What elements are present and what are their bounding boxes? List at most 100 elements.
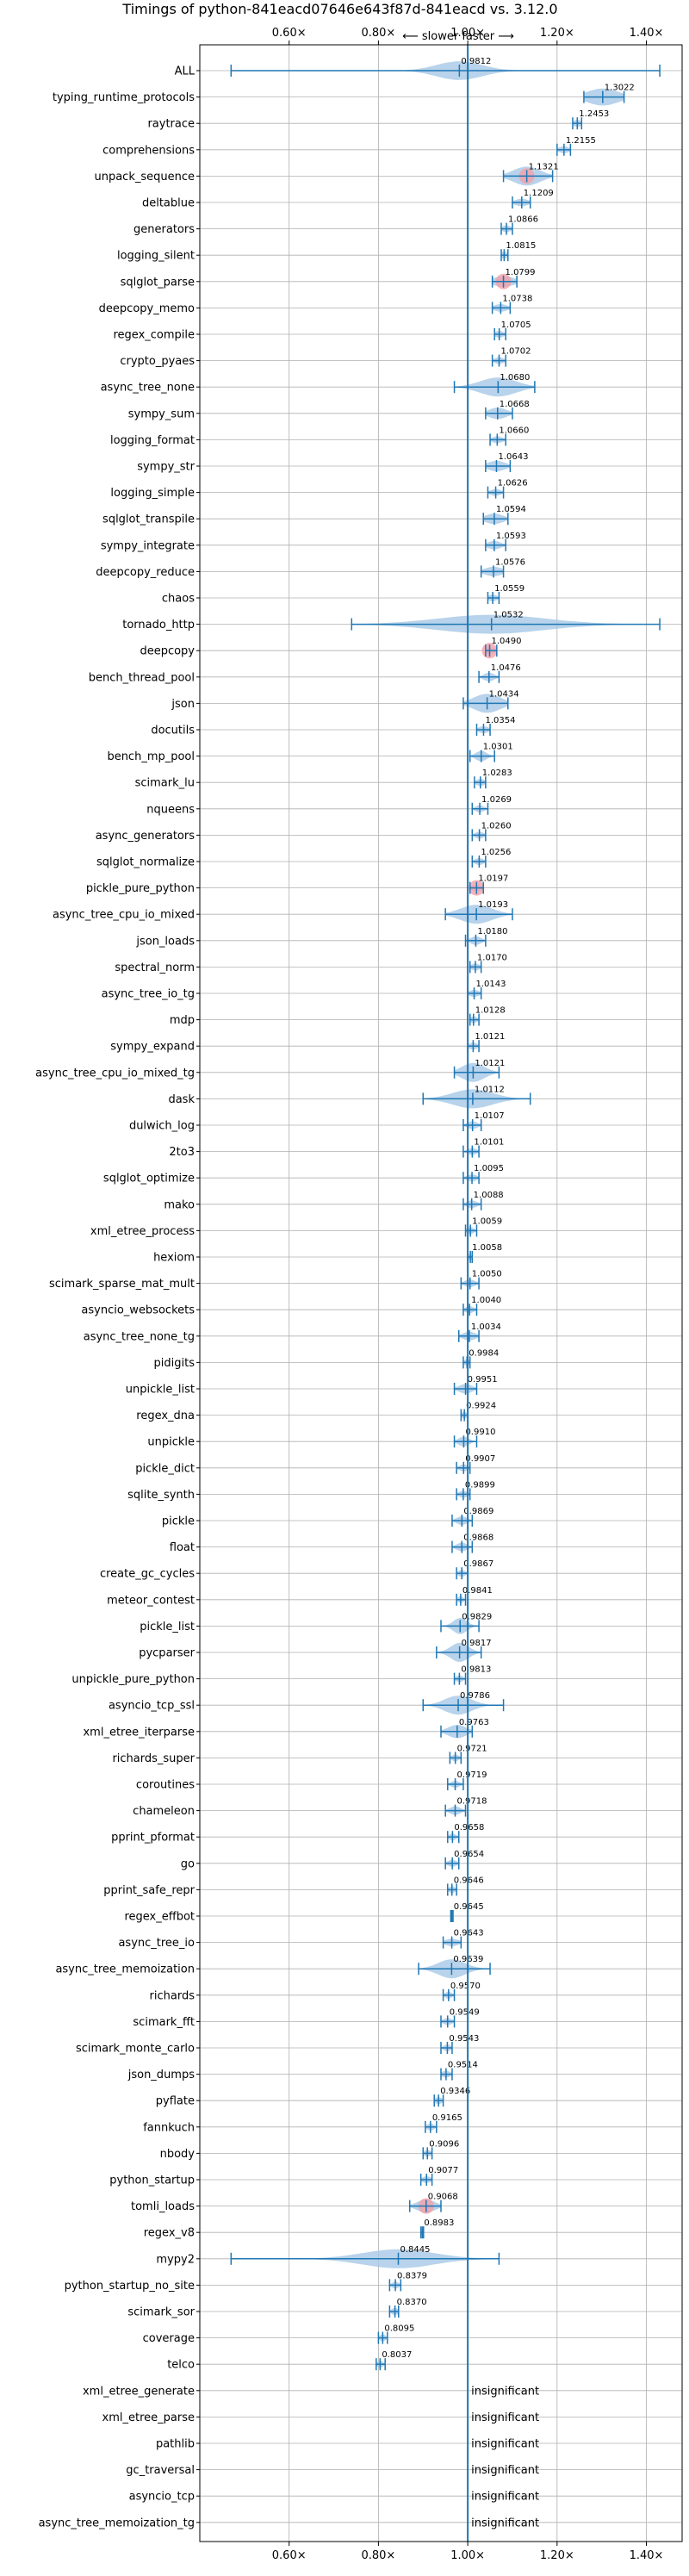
value-label: 1.0107 [475,1111,505,1121]
value-label: 0.9719 [457,1770,487,1780]
value-label: 0.9817 [462,1639,492,1648]
category-label: chameleon [133,1805,195,1818]
value-label: 1.0058 [472,1243,502,1253]
value-label: 0.9645 [454,1902,484,1912]
category-label: async_tree_none [101,382,195,395]
chart-title: Timings of python-841eacd07646e643f87d-8… [121,1,557,17]
violin-docutils: 1.0354 [475,716,515,736]
violin-sqlite_synth: 0.9899 [456,1480,495,1501]
value-label: 1.0256 [481,848,511,857]
value-label: 0.9346 [440,2087,470,2096]
category-label: json_loads [135,935,195,948]
category-label: mypy2 [156,2253,195,2266]
category-label: pycparser [139,1647,195,1660]
value-label: 0.9899 [465,1480,495,1490]
value-label: 0.9910 [465,1428,495,1437]
violin-deepcopy_reduce: 1.0576 [480,557,525,578]
violin-pycparser: 0.9817 [436,1639,492,1662]
violin-coverage: 0.8095 [377,2324,414,2344]
category-label: docutils [151,725,195,737]
violin-pickle_dict: 0.9907 [456,1454,495,1474]
tick-label-bottom: 0.60× [272,2549,307,2562]
violin-json_loads: 1.0180 [464,927,507,947]
violin-async_tree_cpu_io_mixed_tg: 1.0121 [453,1059,505,1082]
category-label: nbody [160,2148,196,2161]
category-label: pprint_safe_repr [103,1884,195,1897]
value-label: 1.0040 [471,1296,501,1305]
violin-logging_format: 1.0660 [489,426,529,446]
category-label: regex_compile [113,329,195,342]
violin-mako: 1.0088 [462,1191,504,1210]
value-label: 0.9077 [428,2166,458,2175]
value-label: 1.0660 [499,426,529,435]
violin-ALL: 0.9812 [230,57,661,80]
category-label: regex_v8 [144,2227,195,2240]
violin-scimark_monte_carlo: 0.9543 [440,2034,479,2054]
category-label: pickle_list [140,1621,195,1633]
category-label: sqlglot_transpile [102,513,195,526]
value-label: 0.9165 [432,2113,462,2123]
category-label: json [171,698,195,711]
violin-mdp: 1.0128 [469,1006,506,1026]
violin-meteor_contest: 0.9841 [456,1586,493,1606]
violin-sqlglot_transpile: 1.0594 [482,505,526,526]
value-label: 1.0738 [502,294,532,303]
value-label: 1.0301 [483,743,513,752]
category-label: scimark_lu [135,777,195,790]
violin-chaos: 1.0559 [487,584,525,604]
value-label: 1.0593 [496,532,526,541]
value-label: 0.9868 [463,1534,493,1543]
tick-label-top: 1.40× [630,27,664,40]
violin-tornado_http: 1.0532 [351,611,661,634]
category-label: tomli_loads [131,2200,195,2213]
insignificant-label: insignificant [471,2411,539,2424]
violin-regex_compile: 1.0705 [493,320,531,340]
value-label: 1.0193 [478,900,508,910]
category-label: go [181,1857,195,1870]
insignificant-label: insignificant [471,2385,539,2398]
violin-pickle_pure_python: 1.0197 [469,874,508,896]
violin-coroutines: 0.9719 [447,1770,487,1790]
category-label: sqlglot_optimize [103,1173,195,1185]
value-label: 0.9984 [469,1348,499,1358]
value-label: 1.0705 [501,320,531,330]
violin-richards: 0.9570 [442,1982,481,2001]
value-label: 0.9654 [454,1850,484,1859]
category-label: xml_etree_generate [83,2385,195,2398]
value-label: 1.0866 [508,215,538,225]
category-label: spectral_norm [115,961,195,974]
category-label: unpickle_pure_python [71,1673,195,1686]
category-label: sqlglot_normalize [96,856,195,869]
category-label: crypto_pyaes [120,355,195,368]
category-label: fannkuch [143,2121,195,2134]
value-label: 1.0434 [489,689,519,699]
violin-dask: 1.0112 [422,1085,531,1109]
value-label: 1.1209 [524,189,554,198]
violin-asyncio_websockets: 1.0040 [462,1296,501,1316]
violin-async_tree_none: 1.0680 [453,373,536,397]
category-label: generators [133,223,195,236]
violin-async_tree_none_tg: 1.0034 [457,1322,501,1342]
slower-faster-annotation: ⟵ slower faster ⟶ [402,30,514,43]
violin-richards_super: 0.9721 [449,1744,487,1764]
value-label: 0.9907 [465,1454,495,1464]
violin-pickle: 0.9869 [451,1507,493,1527]
value-label: 1.3022 [605,84,635,93]
category-label: python_startup_no_site [65,2280,195,2293]
category-label: pyflate [156,2095,195,2108]
violin-scimark_sor: 0.8370 [388,2298,427,2318]
category-label: scimark_monte_carlo [76,2043,195,2056]
category-label: pprint_pformat [111,1832,195,1845]
value-label: 1.0088 [474,1191,504,1200]
category-label: async_generators [96,830,196,843]
category-label: typing_runtime_protocols [53,91,195,104]
category-label: tornado_http [122,619,195,632]
violin-crypto_pyaes: 1.0702 [491,347,531,367]
category-label: sympy_integrate [101,539,195,552]
insignificant-label: insignificant [471,2438,539,2451]
violin-float: 0.9868 [451,1534,493,1553]
value-label: 0.9763 [459,1718,489,1727]
category-label: bench_mp_pool [107,750,195,763]
